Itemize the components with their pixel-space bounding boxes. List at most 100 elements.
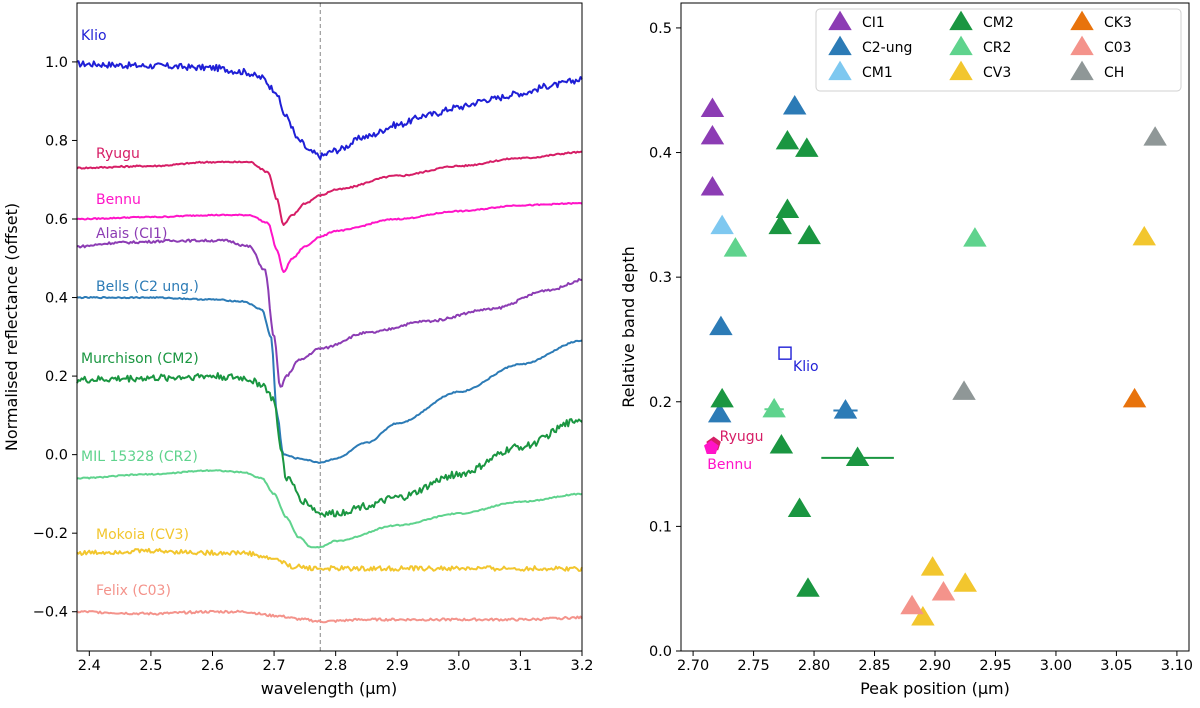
legend-label-cm1: CM1: [862, 65, 893, 81]
point-cm2: [775, 198, 800, 218]
legend-marker-ci1: [828, 10, 852, 31]
point-cv3: [911, 605, 935, 626]
x-tick-label: 2.95: [979, 658, 1011, 674]
point-ci1: [700, 97, 725, 118]
legend-marker-cr2: [949, 35, 973, 56]
legend-marker-ck3: [1070, 10, 1094, 31]
legend-label-c2-ung: C2-ung: [862, 40, 912, 56]
spectrum-label-ryugu: Ryugu: [96, 146, 140, 162]
x-tick-label: 2.9: [386, 658, 409, 674]
spectrum-mokoia-cv3: [76, 547, 583, 572]
y-tick-label: 0.0: [649, 644, 672, 660]
scatter-y-axis-label: Relative band depth: [619, 246, 638, 408]
point-cm2: [769, 434, 794, 454]
x-tick-label: 3.00: [1040, 658, 1072, 674]
spectrum-label-bells-c2-ung: Bells (C2 ung.): [96, 279, 199, 295]
scatter-x-axis-label: Peak position (µm): [860, 679, 1010, 698]
point-c2-ung: [782, 95, 807, 115]
y-tick-label: 0.6: [45, 212, 68, 228]
legend-marker-c03: [1070, 35, 1094, 56]
x-tick-label: 2.5: [139, 658, 162, 674]
point-c2-ung: [707, 402, 732, 423]
point-ci1: [700, 176, 725, 196]
y-tick-label: 0.8: [45, 133, 68, 149]
x-tick-label: 2.6: [201, 658, 224, 674]
point-cv3: [920, 556, 945, 576]
spectrum-bells-c2-ung: [76, 296, 583, 464]
band-depth-panel: Klio Ryugu Bennu 2.70 2.75 2.80 2.85 2.90 2.95 3…: [619, 2, 1193, 698]
x-tick-label: 2.4: [78, 658, 101, 674]
point-cm2: [795, 137, 819, 157]
spectrum-mil-15328-cr2: [76, 469, 583, 549]
legend-label-cm2: CM2: [983, 15, 1014, 31]
point-c03: [900, 594, 924, 615]
x-tick-label: 2.75: [737, 658, 769, 674]
y-tick-label: 0.3: [649, 270, 672, 286]
point-cm2: [710, 387, 734, 408]
y-tick-label: 0.2: [649, 395, 672, 411]
x-tick-label: 3.10: [1161, 658, 1193, 674]
legend-label-ci1: CI1: [862, 15, 885, 31]
spectrum-ryugu: [76, 150, 583, 226]
y-tick-label: 0.1: [649, 519, 672, 535]
point-cv3: [953, 572, 977, 592]
point-cm2: [768, 214, 792, 235]
point-cm2: [775, 129, 800, 150]
x-tick-label: 2.70: [677, 658, 709, 674]
point-c03: [931, 581, 956, 601]
legend: CI1 C2-ung CM1 CM2 CR2 CV3 CK3 C03 CH: [815, 8, 1182, 92]
x-tick-label: 3.1: [509, 658, 532, 674]
x-tick-label: 2.85: [858, 658, 890, 674]
point-cv3: [1132, 225, 1156, 246]
point-cm2: [845, 446, 870, 466]
x-tick-label: 3.05: [1100, 658, 1132, 674]
spectrum-klio: [76, 60, 583, 161]
point-ch: [952, 380, 976, 400]
spectra-y-axis-label: Normalised reflectance (offset): [2, 203, 21, 451]
point-c2-ung: [833, 399, 858, 419]
point-cr2: [762, 397, 786, 418]
marker-klio: [778, 346, 792, 360]
spectra-x-axis-label: wavelength (µm): [261, 679, 398, 698]
x-tick-label: 3.2: [570, 658, 593, 674]
scatter-plot-frame: [680, 2, 1190, 652]
point-ck3: [1122, 387, 1147, 408]
point-cm1: [710, 214, 734, 235]
y-tick-label: 0.2: [45, 369, 68, 385]
spectrum-label-mokoia-cv3: Mokoia (CV3): [96, 527, 189, 543]
spectrum-label-mil-15328-cr2: MIL 15328 (CR2): [81, 449, 198, 465]
point-cr2: [723, 237, 748, 257]
x-tick-label: 2.80: [798, 658, 830, 674]
legend-label-c03: C03: [1104, 40, 1132, 56]
point-ci1: [700, 124, 725, 145]
point-cm2: [787, 497, 812, 518]
y-tick-label: −0.4: [33, 605, 68, 621]
label-klio: Klio: [793, 359, 819, 375]
legend-label-ch: CH: [1104, 65, 1124, 81]
legend-marker-ch: [1070, 60, 1094, 81]
point-cr2: [963, 227, 987, 247]
spectrum-alais-ci1: [76, 238, 582, 388]
spectrum-murchison-cm2: [76, 372, 583, 518]
spectra-panel: Klio Ryugu Bennu Alais (CI1) Bells (C2 ung.)…: [2, 2, 594, 698]
y-tick-label: 1.0: [45, 55, 68, 71]
x-tick-label: 2.7: [263, 658, 286, 674]
legend-marker-cv3: [949, 60, 973, 81]
spectrum-label-alais-ci1: Alais (CI1): [96, 226, 167, 242]
spectra-plot-frame: [76, 2, 583, 652]
spectrum-bennu: [76, 202, 583, 273]
label-bennu: Bennu: [707, 457, 752, 473]
point-cm2: [797, 224, 821, 245]
y-tick-label: 0.4: [649, 146, 672, 162]
y-tick-label: 0.0: [45, 448, 68, 464]
legend-marker-cm2: [949, 10, 973, 31]
point-ch: [1143, 126, 1167, 146]
legend-label-cr2: CR2: [983, 40, 1011, 56]
legend-marker-c2-ung: [828, 35, 852, 56]
spectrum-label-murchison-cm2: Murchison (CM2): [81, 351, 199, 367]
y-tick-label: 0.4: [45, 291, 68, 307]
spectrum-felix-c03: [76, 609, 583, 624]
y-tick-label: −0.2: [33, 526, 68, 542]
legend-label-cv3: CV3: [983, 65, 1011, 81]
